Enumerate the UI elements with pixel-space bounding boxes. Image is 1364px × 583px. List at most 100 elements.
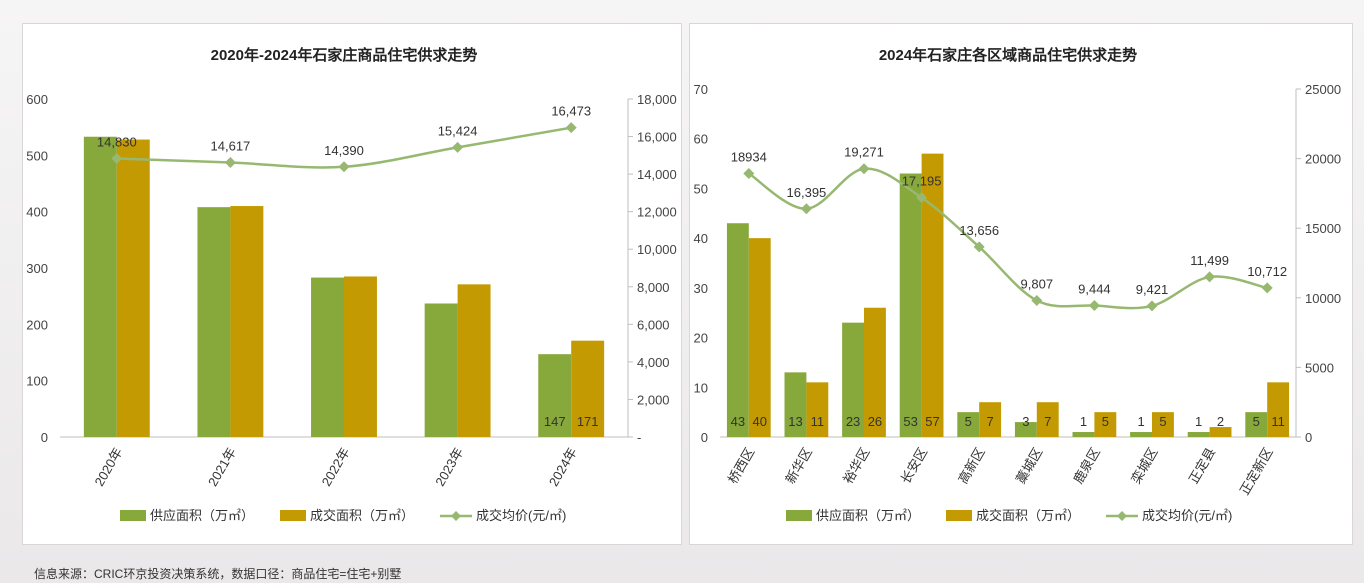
category-label: 桥西区 [725, 445, 757, 486]
left-tick-label: 40 [694, 231, 708, 246]
category-label: 2021年 [205, 445, 239, 489]
bar-data-label: 23 [846, 414, 860, 429]
bar-sales [116, 139, 150, 437]
bar-supply [1187, 432, 1210, 437]
category-label: 鹿泉区 [1070, 445, 1102, 486]
price-marker [743, 167, 755, 179]
bar-data-label: 171 [577, 414, 599, 429]
price-marker [338, 161, 350, 173]
price-data-label: 10,712 [1247, 264, 1287, 279]
bar-sales [344, 276, 377, 437]
bar-data-label: 147 [544, 414, 566, 429]
bar-supply [83, 136, 117, 437]
category-label: 裕华区 [840, 445, 872, 486]
bar-supply [899, 173, 922, 437]
legend-label: 供应面积（万㎡） [150, 508, 254, 523]
yearly-supply-demand-chart: 2020年-2024年石家庄商品住宅供求走势 0 100 200 300 400 500 60… [26, 46, 677, 523]
bar-data-label: 53 [903, 414, 917, 429]
bar-supply [784, 372, 807, 437]
category-label: 正定新区 [1237, 445, 1276, 498]
price-data-label: 19,271 [844, 145, 884, 160]
price-data-label: 18934 [731, 149, 767, 164]
price-data-label: 13,656 [959, 223, 999, 238]
legend-swatch [280, 510, 306, 521]
price-data-label: 9,421 [1136, 282, 1169, 297]
price-data-label: 14,830 [97, 135, 137, 150]
bar-supply [538, 354, 572, 437]
left-tick-label: 0 [41, 430, 48, 445]
bar-sales [864, 307, 886, 437]
source-note: 信息来源：CRIC环京投资决策系统，数据口径：商品住宅=住宅+别墅 [34, 567, 402, 581]
bar-data-label: 11 [811, 414, 825, 429]
category-label: 长安区 [898, 445, 930, 486]
legend-label: 成交面积（万㎡） [976, 508, 1080, 523]
price-marker [1261, 282, 1273, 294]
bar-data-label: 5 [1253, 414, 1260, 429]
bar-data-label: 1 [1137, 414, 1144, 429]
right-tick-label: 20000 [1305, 152, 1341, 167]
bar-sales [921, 153, 944, 437]
price-marker [1204, 271, 1216, 283]
price-line [748, 167, 1268, 310]
right-tick-label: 0 [1305, 430, 1312, 445]
right-tick-label: 15000 [1305, 221, 1341, 236]
legend-label: 成交均价(元/㎡) [1142, 508, 1232, 523]
price-data-label: 16,395 [787, 185, 827, 200]
right-tick-label: 2,000 [637, 392, 670, 407]
bar-sales [979, 402, 1002, 437]
bar-data-label: 13 [788, 414, 802, 429]
price-data-label: 14,617 [211, 139, 251, 154]
bar-sales [1267, 382, 1290, 437]
bar-data-label: 57 [925, 414, 939, 429]
chart-title: 2020年-2024年石家庄商品住宅供求走势 [211, 46, 478, 64]
bar-data-label: 5 [965, 414, 972, 429]
bar-supply [1130, 432, 1152, 437]
bar-data-label: 7 [987, 414, 994, 429]
right-tick-label: 14,000 [637, 167, 677, 182]
bar-data-label: 26 [868, 414, 882, 429]
price-marker [1088, 300, 1100, 312]
price-marker [111, 153, 123, 165]
bar-data-label: 40 [753, 414, 767, 429]
right-tick-label: 4,000 [637, 355, 670, 370]
chart-title: 2024年石家庄各区域商品住宅供求走势 [879, 46, 1137, 64]
category-label: 2020年 [91, 445, 125, 489]
bar-supply [311, 277, 344, 437]
price-data-label: 11,499 [1190, 253, 1229, 268]
category-label: 2023年 [432, 445, 466, 489]
category-label: 栾城区 [1128, 445, 1160, 486]
price-marker [1031, 294, 1043, 306]
right-tick-label: 10,000 [637, 242, 677, 257]
left-tick-label: 600 [26, 92, 48, 107]
bar-supply [1072, 432, 1095, 437]
legend-swatch [120, 510, 146, 521]
price-marker [452, 141, 464, 153]
left-tick-label: 0 [701, 430, 708, 445]
left-tick-label: 50 [694, 181, 708, 196]
bar-sales [1209, 427, 1232, 437]
bar-data-label: 1 [1080, 414, 1087, 429]
price-data-label: 14,390 [324, 143, 364, 158]
left-tick-label: 100 [26, 374, 48, 389]
bar-data-label: 5 [1102, 414, 1109, 429]
bar-sales [806, 382, 829, 437]
chart-panel-yearly: 2020年-2024年石家庄商品住宅供求走势 0 100 200 300 400 500 60… [22, 23, 682, 545]
price-marker [916, 192, 928, 204]
price-marker [1146, 300, 1158, 312]
left-tick-label: 200 [26, 317, 48, 332]
legend-label: 成交面积（万㎡） [310, 508, 414, 523]
category-label: 藁城区 [1013, 445, 1045, 486]
right-tick-label: - [637, 430, 641, 445]
left-tick-label: 400 [26, 205, 48, 220]
left-tick-label: 500 [26, 148, 48, 163]
left-tick-label: 70 [694, 82, 708, 97]
bar-data-label: 5 [1159, 414, 1166, 429]
bar-supply [1014, 422, 1037, 437]
bar-sales [748, 238, 771, 437]
bar-sales [1094, 412, 1117, 437]
district-supply-demand-chart: 2024年石家庄各区域商品住宅供求走势 0 10 20 30 40 50 60 70 0 5000 1… [694, 46, 1342, 523]
bar-data-label: 2 [1217, 414, 1224, 429]
category-label: 2022年 [319, 445, 353, 489]
bar-supply [726, 223, 749, 437]
left-tick-label: 30 [694, 281, 708, 296]
